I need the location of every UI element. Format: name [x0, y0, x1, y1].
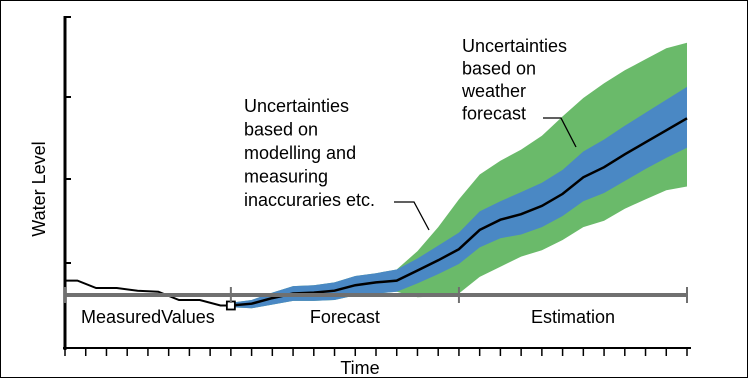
annotation-1-leader [543, 117, 577, 148]
phase-timeline: MeasuredValues Forecast Estimation [64, 287, 688, 327]
annotations: Uncertainties based on modelling and measur… [244, 36, 577, 231]
annotation-0: Uncertainties based on modelling and measur… [244, 96, 430, 231]
phase-label-2: Estimation [531, 307, 615, 327]
x-axis-label: Time [340, 358, 379, 378]
annotation-0-line-0: Uncertainties [244, 96, 349, 116]
annotation-1-line-0: Uncertainties [462, 36, 567, 56]
annotation-0-line-2: modelling and [244, 143, 356, 163]
data-lines [65, 117, 688, 311]
outer-uncertainty-band [230, 42, 687, 309]
annotation-1-line-1: based on [462, 59, 536, 79]
annotation-0-line-4: inaccuraries etc. [244, 190, 375, 210]
annotation-0-line-1: based on [244, 120, 318, 140]
annotation-0-leader [394, 201, 430, 231]
measured-line [65, 279, 231, 307]
phase-label-1: Forecast [310, 307, 380, 327]
forecast-line [230, 117, 688, 307]
annotation-1-line-3: forecast [462, 104, 526, 124]
y-axis-label: Water Level [29, 141, 49, 236]
annotation-0-line-3: measuring [244, 167, 328, 187]
uncertainty-bands [230, 42, 687, 309]
phase-label-0: MeasuredValues [81, 307, 215, 327]
annotation-1-line-2: weather [461, 81, 526, 101]
axes [63, 16, 691, 356]
